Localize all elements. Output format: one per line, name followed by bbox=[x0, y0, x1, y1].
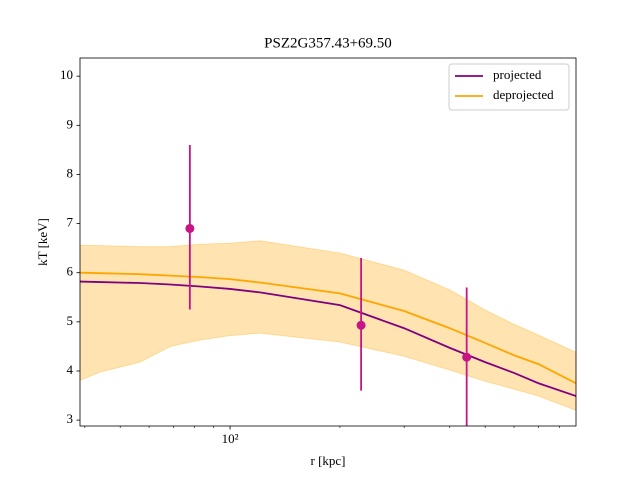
data-point bbox=[462, 352, 472, 362]
axes: 3 4 5 6 7 8 9 10 10² projected deprojected bbox=[60, 57, 577, 446]
series-line bbox=[80, 271, 576, 385]
legend: projected deprojected bbox=[448, 63, 570, 111]
series-line bbox=[80, 280, 576, 397]
y-tick-label: 9 bbox=[67, 116, 74, 131]
confidence-band bbox=[80, 240, 576, 411]
legend-label: deprojected bbox=[493, 87, 554, 102]
y-tick-label: 3 bbox=[67, 411, 74, 426]
chart-title: PSZ2G357.43+69.50 bbox=[264, 35, 392, 51]
axes-frame bbox=[79, 57, 577, 427]
legend-label: projected bbox=[493, 67, 542, 82]
y-tick-label: 10 bbox=[60, 67, 73, 82]
y-tick-label: 8 bbox=[67, 165, 74, 180]
y-tick-label: 6 bbox=[67, 264, 74, 279]
x-axis-label: r [kpc] bbox=[310, 453, 345, 468]
plot-area bbox=[80, 144, 576, 426]
y-tick-label: 4 bbox=[67, 362, 74, 377]
y-tick-label: 7 bbox=[67, 215, 74, 230]
x-tick-label: 10² bbox=[222, 431, 239, 446]
data-point bbox=[185, 223, 195, 233]
y-tick-label: 5 bbox=[67, 313, 74, 328]
data-point bbox=[356, 320, 366, 330]
y-axis-label: kT [keV] bbox=[35, 218, 50, 266]
